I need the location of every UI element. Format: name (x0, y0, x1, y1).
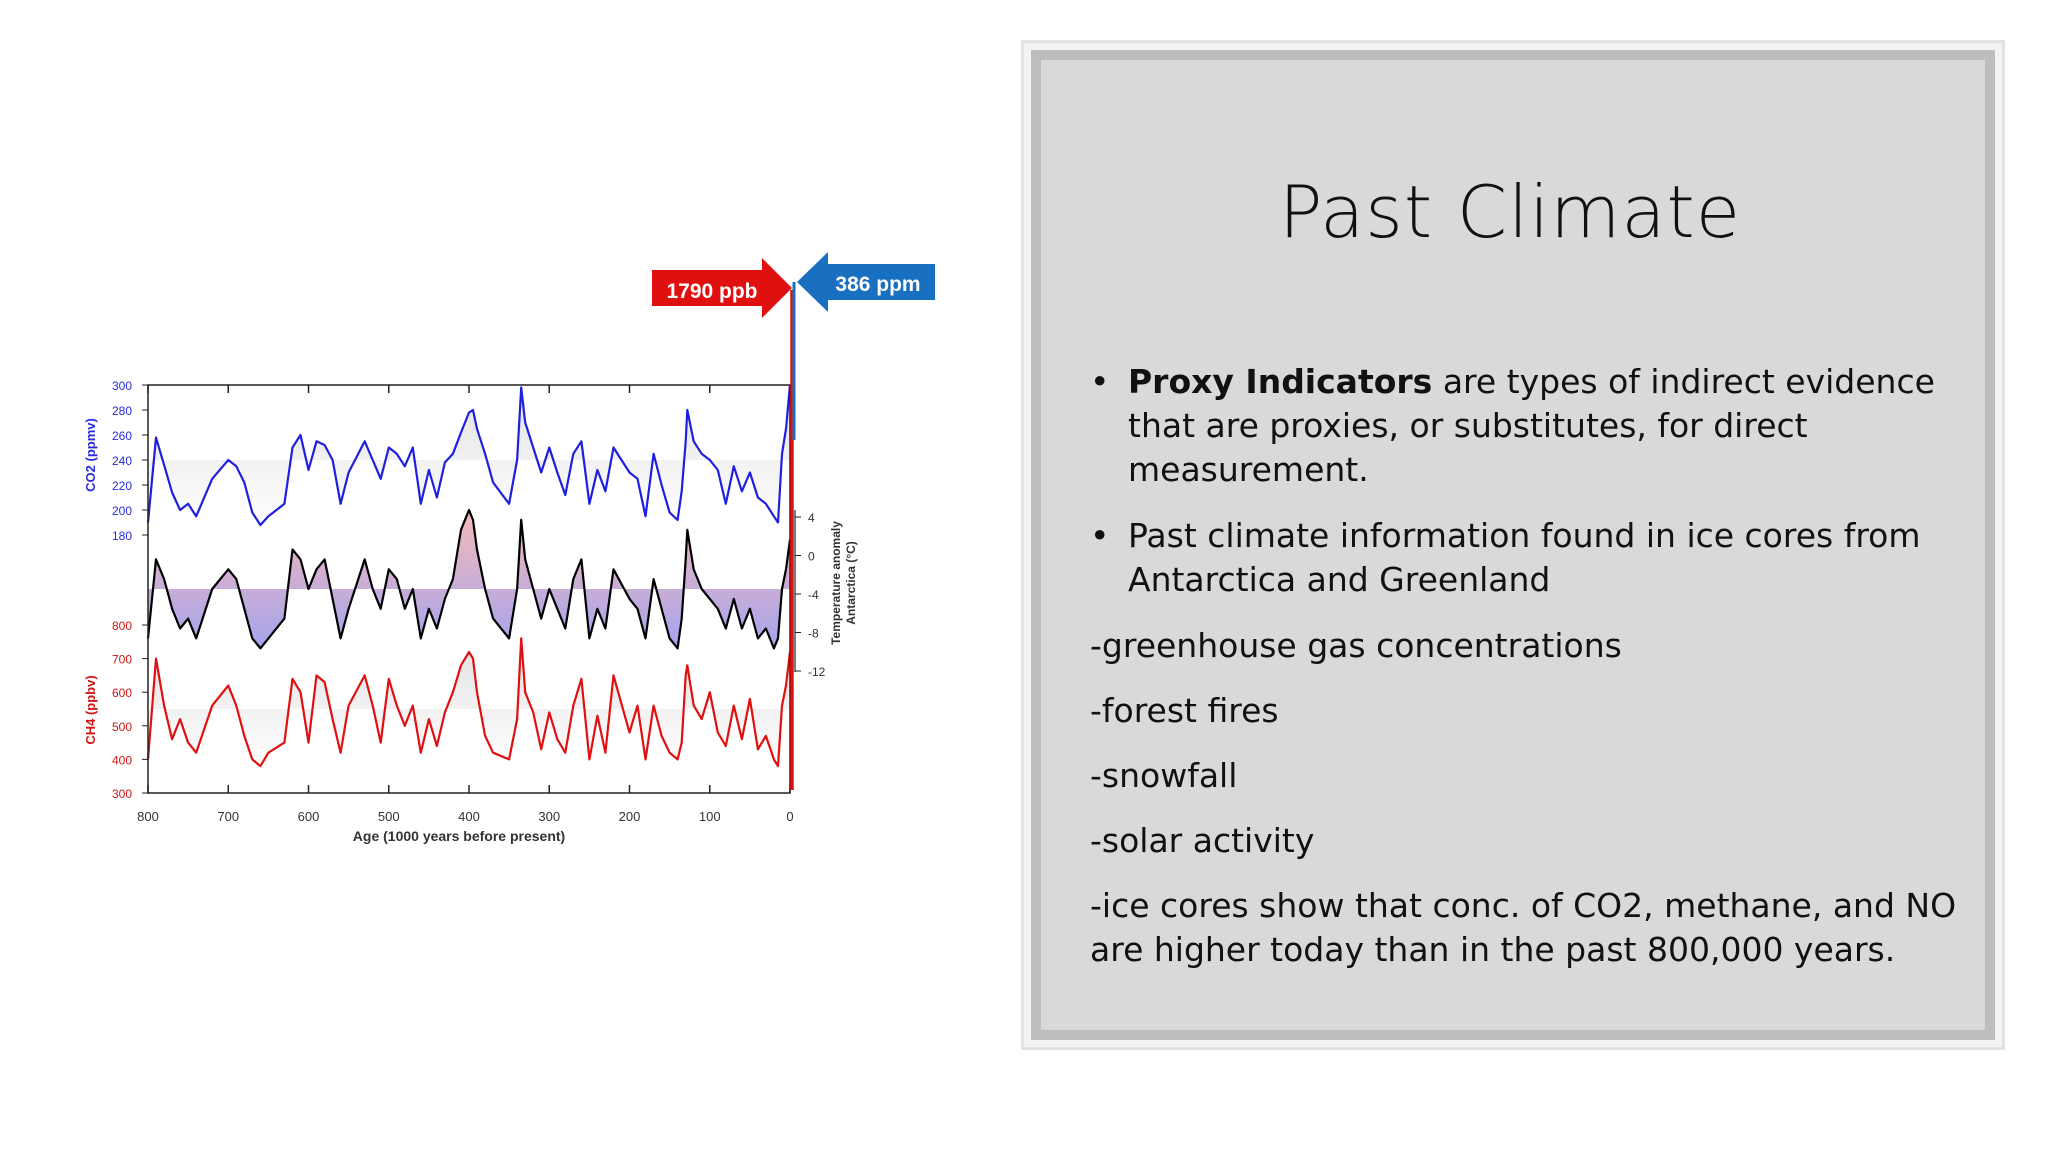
bullet-text: Past climate information found in ice co… (1128, 516, 1921, 599)
text-line: -solar activity (1090, 821, 1315, 860)
bullet-bold-term: Proxy Indicators (1128, 362, 1433, 401)
ch4-tick-label: 800 (112, 619, 132, 633)
text-line: -ice cores show that conc. of CO2, metha… (1090, 886, 1957, 969)
ch4-series-line (146, 637, 792, 768)
co2-tick-label: 200 (112, 504, 132, 518)
text-line: -snowfall (1090, 756, 1238, 795)
ice-core-chart: 800 700 600 500 400 300 200 100 0 Age (1000 years… (83, 252, 935, 844)
ch4-arrow-label: 1790 ppb (666, 280, 757, 303)
text-panel-inner (1031, 50, 1995, 1040)
ch4-axis-label: CH4 (ppbv) (83, 675, 98, 744)
x-tick-label: 300 (538, 809, 560, 824)
temp-tick-label: -4 (808, 588, 819, 602)
x-tick-label: 800 (137, 809, 159, 824)
co2-series-line (146, 384, 792, 527)
x-tick-label: 700 (217, 809, 239, 824)
x-tick-label: 100 (699, 809, 721, 824)
text-line: -greenhouse gas concentrations (1090, 626, 1622, 665)
x-tick-label: 200 (619, 809, 641, 824)
co2-tick-label: 220 (112, 479, 132, 493)
ch4-arrow (652, 258, 792, 318)
temp-tick-label: -12 (808, 665, 826, 679)
x-axis-label: Age (1000 years before present) (353, 828, 565, 844)
co2-arrow (797, 252, 935, 312)
co2-tick-label: 260 (112, 429, 132, 443)
temp-series-line (146, 508, 792, 650)
temp-tick-label: 0 (808, 550, 815, 564)
bullet-item: • Past climate information found in ice … (1090, 514, 1970, 602)
x-tick-label: 0 (786, 809, 793, 824)
ch4-tick-label: 300 (112, 787, 132, 801)
bullet-text: are types of indirect evidence that are … (1128, 362, 1935, 489)
ch4-tick-label: 500 (112, 720, 132, 734)
x-tick-label: 500 (378, 809, 400, 824)
slide-title: Past Climate (1279, 170, 1741, 254)
co2-tick-label: 180 (112, 529, 132, 543)
co2-tick-label: 280 (112, 404, 132, 418)
ch4-tick-label: 400 (112, 753, 132, 767)
bullet-item: • Proxy Indicators are types of indirect… (1090, 360, 1970, 492)
text-line: -forest fires (1090, 691, 1279, 730)
slide-content: • Proxy Indicators are types of indirect… (1090, 360, 1970, 993)
co2-tick-label: 240 (112, 454, 132, 468)
co2-tick-label: 300 (112, 379, 132, 393)
text-panel (1021, 40, 2005, 1050)
co2-arrow-label: 386 ppm (835, 273, 920, 296)
bullet-dot: • (1090, 362, 1110, 401)
ch4-tick-label: 700 (112, 653, 132, 667)
ch4-tick-label: 600 (112, 686, 132, 700)
bullet-dot: • (1090, 516, 1110, 555)
co2-axis-label: CO2 (ppmv) (83, 418, 98, 492)
temp-axis-label-2: Antarctica (°C) (844, 541, 858, 624)
temp-tick-label: 4 (808, 511, 815, 525)
temp-tick-label: -8 (808, 627, 819, 641)
x-tick-label: 400 (458, 809, 480, 824)
temp-area (148, 510, 790, 649)
co2-area (148, 385, 790, 525)
x-tick-label: 600 (298, 809, 320, 824)
temp-axis-label: Temperature anomaly (829, 521, 843, 645)
